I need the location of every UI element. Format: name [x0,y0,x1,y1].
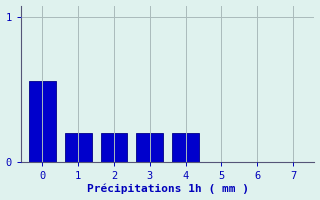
Bar [136,133,163,162]
Bar [100,133,127,162]
X-axis label: Précipitations 1h ( mm ): Précipitations 1h ( mm ) [87,184,249,194]
Bar [29,81,56,162]
Bar [65,133,92,162]
Bar [172,133,199,162]
